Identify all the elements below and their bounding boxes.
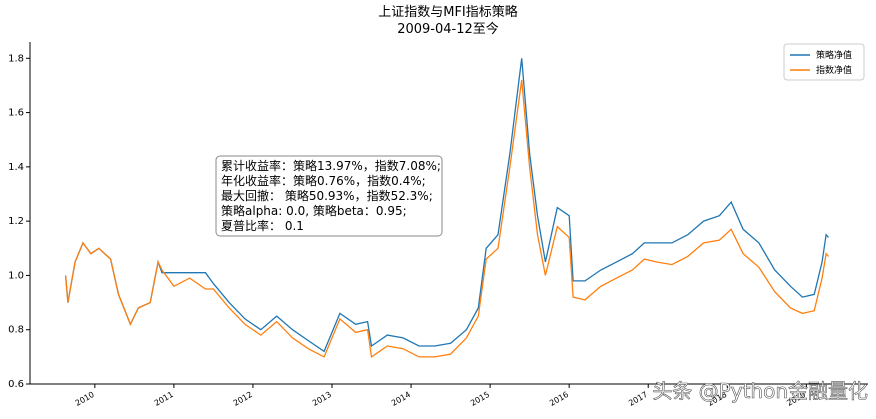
x-tick-label: 2012 xyxy=(232,390,254,408)
x-tick-label: 2014 xyxy=(390,390,412,408)
annotation-box xyxy=(215,155,443,237)
annotation-line: 年化收益率：策略0.76%，指数0.4%; xyxy=(221,173,426,188)
x-tick-label: 2010 xyxy=(74,390,96,408)
x-tick-label: 2015 xyxy=(469,390,491,408)
annotation-line: 最大回撤： 策略50.93%，指数52.3%; xyxy=(221,188,433,203)
chart-subtitle: 2009-04-12至今 xyxy=(397,21,499,37)
y-tick-label: 1.6 xyxy=(8,108,24,119)
annotation-line: 累计收益率：策略13.97%，指数7.08%; xyxy=(221,158,441,173)
y-tick-label: 1.0 xyxy=(8,270,24,281)
annotation-line: 夏普比率： 0.1 xyxy=(221,218,304,233)
series-line xyxy=(64,58,829,353)
x-tick-label: 2016 xyxy=(548,390,570,408)
y-tick-label: 1.8 xyxy=(8,53,24,64)
watermark: 头条 @Python金融量化 xyxy=(652,379,868,403)
legend-box xyxy=(783,43,865,81)
x-tick-label: 2011 xyxy=(153,390,175,408)
annotation-line: 策略alpha: 0.0, 策略beta：0.95; xyxy=(221,203,407,218)
y-tick-label: 1.4 xyxy=(8,162,24,173)
y-tick-label: 0.6 xyxy=(8,379,24,390)
legend-label: 指数净值 xyxy=(816,64,852,76)
y-tick-label: 0.8 xyxy=(8,325,24,336)
x-tick-label: 2013 xyxy=(311,390,333,408)
legend-label: 策略净值 xyxy=(816,49,852,61)
series-line xyxy=(64,79,829,359)
x-tick-label: 2017 xyxy=(627,390,649,408)
y-tick-label: 1.2 xyxy=(8,216,24,227)
chart-title: 上证指数与MFI指标策略 xyxy=(378,4,518,20)
